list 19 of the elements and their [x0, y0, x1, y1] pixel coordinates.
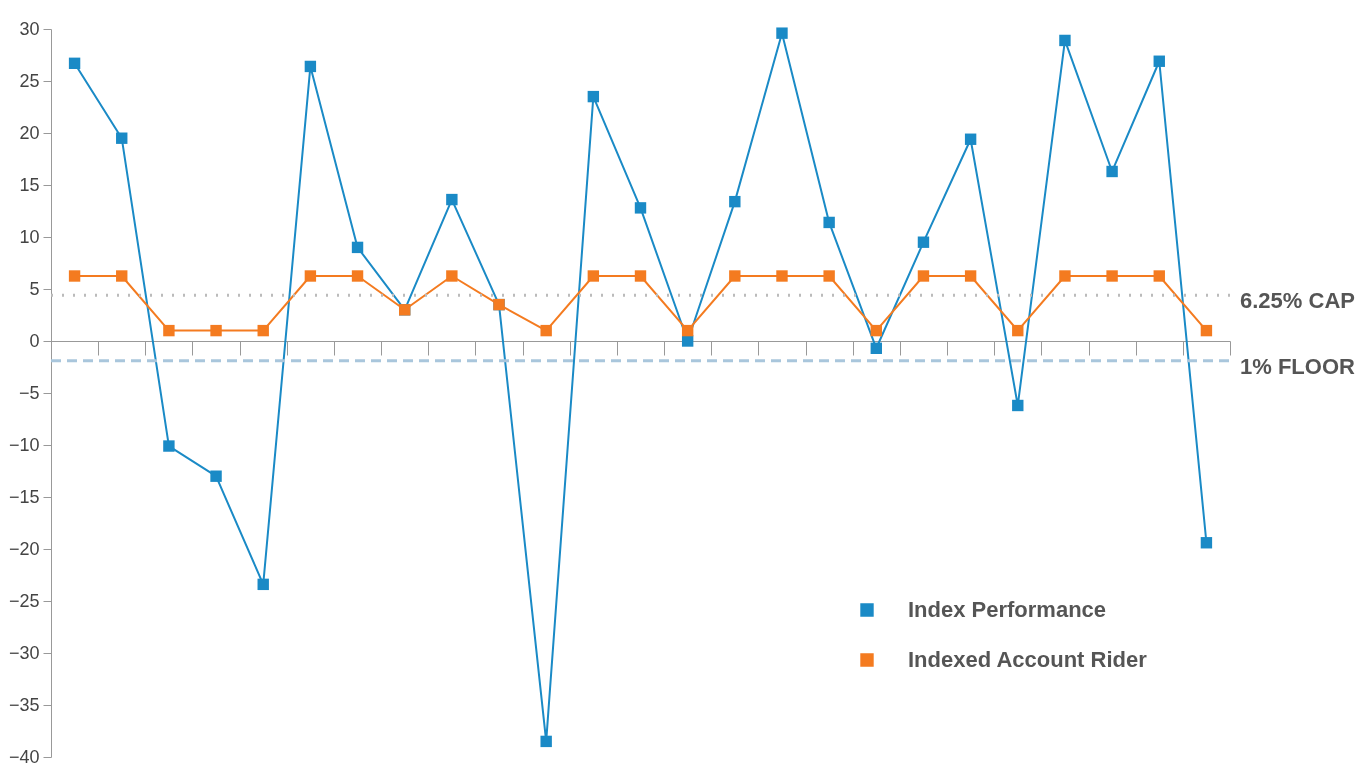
y-tick-label: 20 — [19, 122, 40, 143]
legend-label: Index Performance — [908, 597, 1107, 622]
y-tick-label: 5 — [29, 278, 40, 299]
y-tick-label: 10 — [19, 226, 40, 247]
y-tick-label: −30 — [8, 642, 40, 663]
ref-line-label: 6.25% CAP — [1240, 288, 1355, 314]
y-tick-label: −20 — [8, 538, 40, 559]
y-tick-label: 15 — [19, 174, 40, 195]
legend-label: Indexed Account Rider — [908, 647, 1148, 672]
y-tick-label: −5 — [18, 382, 40, 403]
y-tick-label: −25 — [8, 590, 40, 611]
y-tick-label: −15 — [8, 486, 40, 507]
y-tick-label: −40 — [8, 746, 40, 767]
y-tick-label: −10 — [8, 434, 40, 455]
y-tick-label: 0 — [29, 330, 40, 351]
ref-line-label: 1% FLOOR — [1240, 353, 1356, 379]
y-tick-label: 30 — [19, 18, 40, 39]
y-tick-label: 25 — [19, 70, 40, 91]
y-tick-label: −35 — [8, 694, 40, 715]
